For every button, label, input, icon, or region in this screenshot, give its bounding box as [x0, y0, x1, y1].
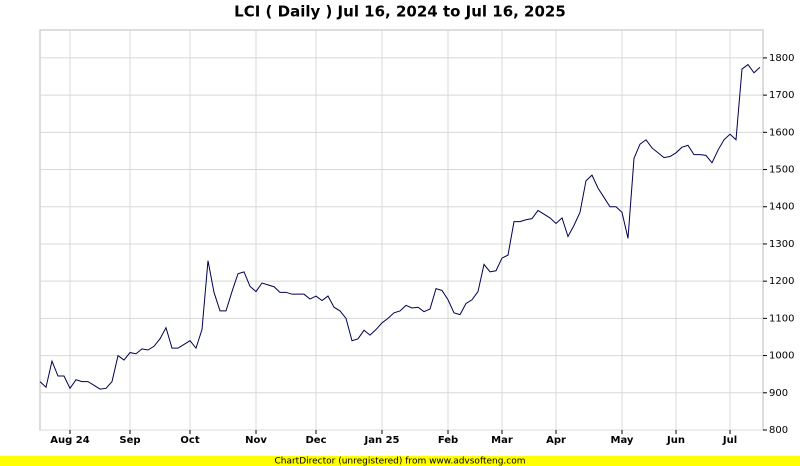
y-tick-label: 1500 [769, 165, 794, 176]
footer: ChartDirector (unregistered) from www.ad… [274, 457, 525, 466]
y-tick-label: 1200 [769, 276, 794, 287]
x-tick-label: Dec [305, 435, 326, 446]
price-line [39, 63, 761, 390]
x-tick-label: Feb [438, 435, 458, 446]
chart-title: LCI ( Daily ) Jul 16, 2024 to Jul 16, 20… [234, 3, 566, 21]
x-tick-label: Sep [119, 435, 140, 446]
x-tick-label: Jul [722, 435, 737, 446]
y-tick-label: 1400 [769, 202, 794, 213]
y-tick-label: 1100 [769, 313, 794, 324]
x-tick-label: Mar [491, 435, 513, 446]
y-tick-label: 1600 [769, 127, 794, 138]
y-tick-label: 1700 [769, 90, 794, 101]
x-tick-label: Aug 24 [50, 435, 89, 446]
x-tick-label: Nov [245, 435, 267, 446]
footer-bar [0, 456, 800, 466]
x-tick-label: Jun [666, 435, 685, 446]
y-tick-label: 800 [769, 425, 788, 436]
x-tick-label: Jan 25 [364, 435, 400, 446]
y-tick-label: 1300 [769, 239, 794, 250]
y-tick-label: 1000 [769, 351, 794, 362]
x-tick-label: Oct [180, 435, 199, 446]
x-tick-label: May [611, 435, 634, 446]
y-tick-label: 900 [769, 388, 788, 399]
x-tick-label: Apr [546, 435, 566, 446]
plot-area [39, 29, 764, 431]
y-tick-label: 1800 [769, 53, 794, 64]
